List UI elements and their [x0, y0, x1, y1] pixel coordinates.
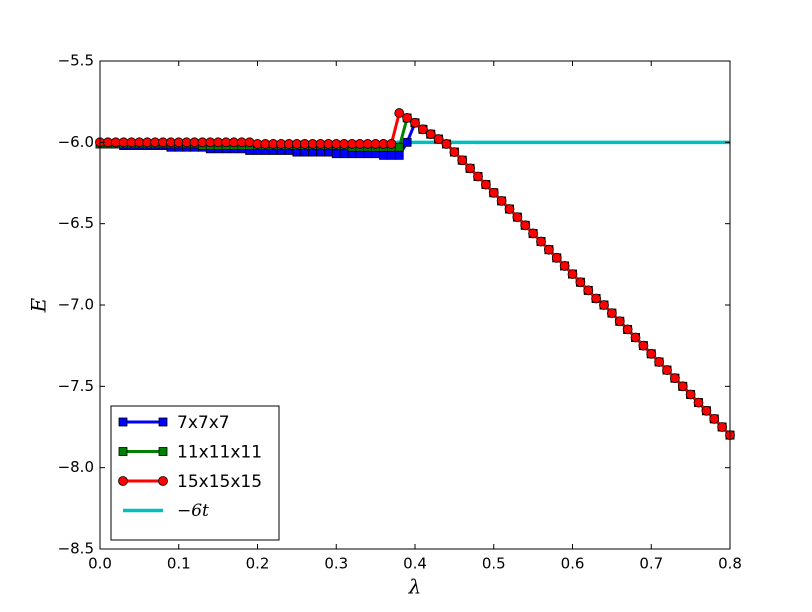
- marker: [473, 171, 483, 182]
- y-tick-label: −7.5: [58, 377, 94, 395]
- marker: [425, 129, 436, 140]
- y-tick-label: −8.5: [58, 540, 94, 558]
- y-tick-label: −6.0: [58, 133, 94, 151]
- x-tick-label: 0.4: [403, 555, 427, 573]
- legend-marker: [158, 417, 168, 427]
- marker: [701, 405, 712, 416]
- marker: [465, 163, 476, 174]
- marker: [551, 252, 562, 263]
- marker: [591, 293, 602, 304]
- marker: [339, 149, 349, 159]
- marker: [567, 269, 578, 279]
- x-tick-label: 0.1: [167, 555, 191, 573]
- y-axis-label: E: [27, 297, 51, 313]
- marker: [614, 316, 625, 327]
- marker: [599, 300, 609, 310]
- y-tick-label: −8.0: [58, 458, 94, 476]
- marker: [622, 324, 633, 335]
- legend-label: −6t: [177, 501, 209, 521]
- marker: [386, 139, 397, 149]
- x-tick-label: 0.2: [246, 555, 270, 573]
- marker: [677, 381, 688, 392]
- marker: [244, 137, 255, 148]
- marker: [402, 113, 413, 123]
- marker: [709, 413, 720, 424]
- marker: [496, 195, 507, 206]
- legend-marker: [118, 476, 128, 486]
- legend-marker: [158, 476, 168, 486]
- legend-marker: [118, 447, 128, 456]
- marker: [693, 397, 704, 408]
- marker: [606, 308, 617, 319]
- x-tick-label: 0.0: [88, 555, 112, 573]
- marker: [669, 373, 680, 384]
- legend-label: 7x7x7: [177, 413, 230, 433]
- x-tick-label: 0.5: [482, 555, 506, 573]
- marker: [520, 220, 531, 231]
- legend-marker: [118, 417, 128, 427]
- marker: [449, 147, 460, 157]
- marker: [410, 117, 420, 128]
- marker: [583, 285, 594, 296]
- marker: [685, 389, 696, 400]
- legend-box: [110, 405, 280, 541]
- marker: [488, 187, 499, 198]
- marker: [654, 357, 665, 367]
- marker: [394, 150, 404, 160]
- marker: [662, 365, 672, 375]
- marker: [331, 149, 341, 159]
- legend-label: 11x11x11: [177, 443, 262, 463]
- marker: [536, 236, 546, 247]
- marker: [630, 332, 641, 343]
- legend-marker: [158, 447, 168, 456]
- y-tick-label: −5.5: [58, 52, 94, 70]
- x-tick-label: 0.8: [718, 555, 742, 573]
- marker: [402, 137, 412, 147]
- marker: [417, 124, 428, 135]
- marker: [394, 142, 404, 152]
- x-axis-label: λ: [408, 575, 422, 599]
- marker: [638, 340, 649, 351]
- x-tick-label: 0.7: [639, 555, 663, 573]
- marker: [504, 204, 515, 214]
- marker: [717, 422, 728, 432]
- marker: [433, 134, 444, 144]
- marker: [528, 228, 539, 239]
- marker: [559, 261, 570, 271]
- x-tick-label: 0.3: [324, 555, 348, 573]
- marker: [543, 244, 554, 255]
- marker: [394, 108, 405, 118]
- legend-label: 15x15x15: [177, 472, 262, 492]
- marker: [575, 277, 586, 288]
- marker: [480, 179, 491, 190]
- marker: [512, 212, 523, 223]
- marker: [379, 150, 388, 160]
- marker: [457, 155, 468, 166]
- y-tick-label: −7.0: [58, 296, 94, 314]
- marker: [646, 348, 657, 359]
- marker: [441, 139, 452, 149]
- y-tick-label: −6.5: [58, 214, 94, 232]
- x-tick-label: 0.6: [561, 555, 585, 573]
- marker: [386, 150, 396, 160]
